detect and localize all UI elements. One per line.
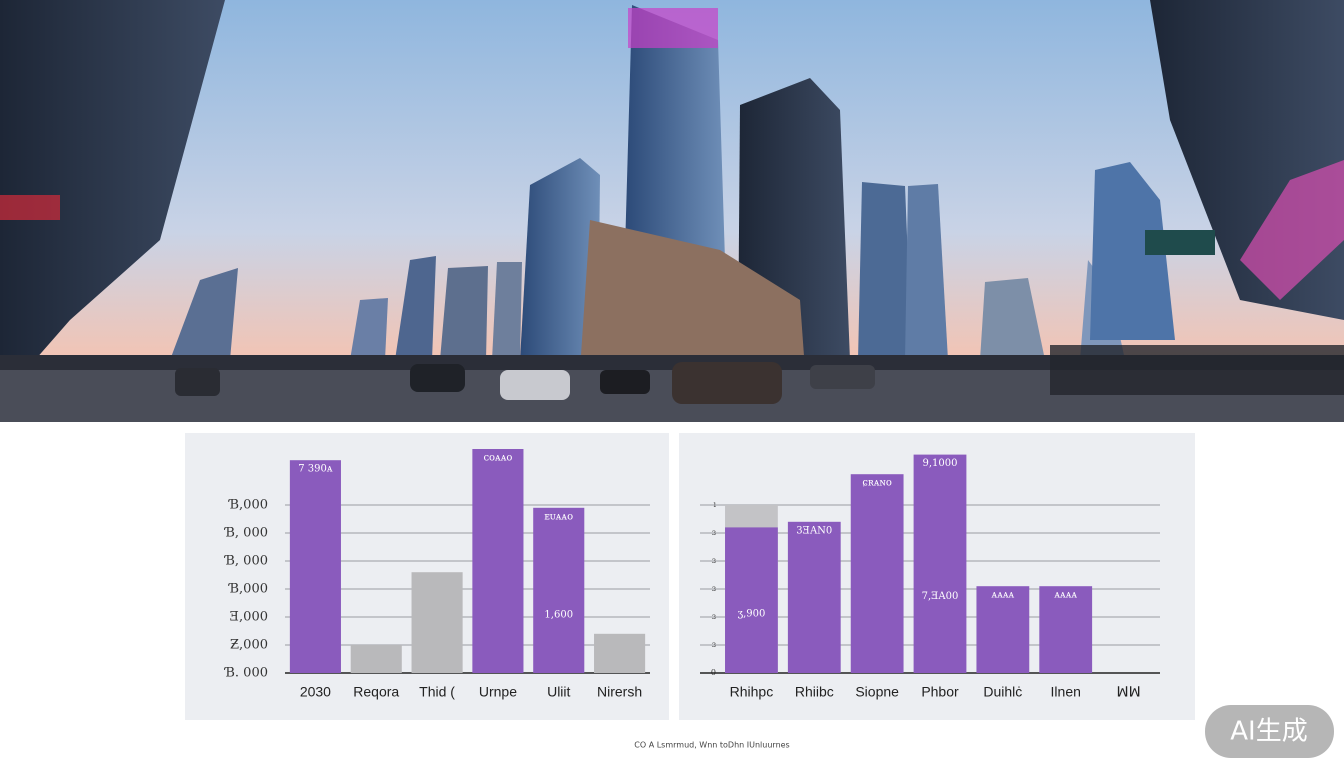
bar-label: ᴄᴏᴀᴀᴏ	[483, 453, 512, 464]
y-tick-label: Ɓ,000	[228, 498, 269, 513]
bar	[350, 645, 402, 673]
x-tick-label: Nirersh	[597, 684, 642, 700]
bar	[411, 572, 463, 673]
bar-label: ɕʀᴀɴo	[862, 478, 892, 489]
y-tick-label: Ƶ,000	[230, 638, 268, 653]
bar	[289, 460, 341, 673]
bar-label: ᴀᴀᴀᴀ	[1053, 590, 1077, 601]
y-tick-label: Ɓ,000	[228, 582, 269, 597]
y-tick-label: Ǝ,000	[230, 610, 268, 625]
bar-label: 7 390ᴀ	[298, 464, 333, 475]
bar	[850, 474, 904, 673]
x-tick-label: Thid (	[419, 684, 455, 700]
y-tick-label: Ɓ, 000	[223, 554, 268, 569]
x-tick-label: 2030	[300, 684, 331, 700]
ai-badge	[1205, 705, 1334, 758]
x-tick-label: Ilnen	[1051, 684, 1081, 700]
bar-label: 9,1000	[923, 458, 958, 469]
bar	[976, 586, 1030, 673]
ai-badge-text: AI生成	[1230, 717, 1307, 747]
x-tick-label: Rhihpc	[730, 684, 774, 700]
bar	[472, 449, 524, 673]
bar	[725, 527, 778, 673]
x-tick-label: Urnpe	[479, 684, 517, 700]
bar-label: 3ƎAN0	[796, 525, 832, 536]
y-tick-label: Ɓ. 000	[223, 666, 268, 681]
y-tick-label: Ɓ, 000	[223, 526, 268, 541]
caption: CO A Lsmrmud, Wnn toDhn IUnluurnes	[634, 741, 789, 750]
bar	[1039, 586, 1093, 673]
inner-label: 1,600	[544, 610, 573, 621]
x-tick-label: Phbor	[921, 684, 959, 700]
bar	[787, 521, 841, 673]
bar-label: ᴇᴜᴀᴀᴏ	[544, 511, 573, 522]
inner-label: ʒ,900	[737, 609, 765, 620]
x-tick-label: Siopne	[855, 684, 899, 700]
x-tick-label: ꟽꟽ	[1116, 684, 1140, 700]
x-tick-label: Uliit	[547, 684, 570, 700]
bar	[533, 507, 585, 673]
x-tick-label: Reqora	[353, 684, 399, 700]
x-tick-label: Rhiibc	[795, 684, 834, 700]
inner-label: 7,ƎA00	[922, 591, 959, 602]
x-tick-label: Duihlċ	[983, 684, 1022, 700]
bar	[594, 633, 646, 673]
bar-label: ᴀᴀᴀᴀ	[991, 590, 1015, 601]
city-photo	[0, 0, 1344, 422]
bar	[913, 454, 967, 673]
